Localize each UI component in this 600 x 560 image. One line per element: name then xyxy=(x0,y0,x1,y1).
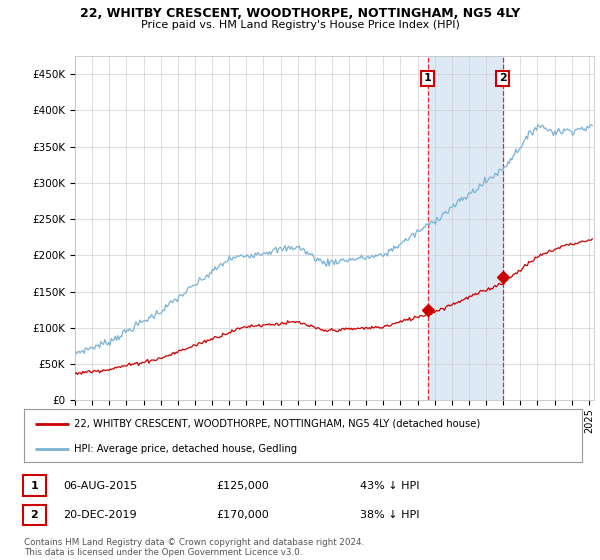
Text: 1: 1 xyxy=(424,73,431,83)
Text: 38% ↓ HPI: 38% ↓ HPI xyxy=(360,510,419,520)
Text: £170,000: £170,000 xyxy=(216,510,269,520)
Text: 22, WHITBY CRESCENT, WOODTHORPE, NOTTINGHAM, NG5 4LY (detached house): 22, WHITBY CRESCENT, WOODTHORPE, NOTTING… xyxy=(74,419,481,429)
Text: 20-DEC-2019: 20-DEC-2019 xyxy=(63,510,137,520)
Text: Price paid vs. HM Land Registry's House Price Index (HPI): Price paid vs. HM Land Registry's House … xyxy=(140,20,460,30)
Bar xyxy=(428,56,503,400)
Text: 06-AUG-2015: 06-AUG-2015 xyxy=(63,480,137,491)
Text: 2: 2 xyxy=(499,73,506,83)
Text: 2: 2 xyxy=(31,510,38,520)
Text: HPI: Average price, detached house, Gedling: HPI: Average price, detached house, Gedl… xyxy=(74,444,298,454)
Text: 22, WHITBY CRESCENT, WOODTHORPE, NOTTINGHAM, NG5 4LY: 22, WHITBY CRESCENT, WOODTHORPE, NOTTING… xyxy=(80,7,520,20)
Text: £125,000: £125,000 xyxy=(216,480,269,491)
Text: Contains HM Land Registry data © Crown copyright and database right 2024.
This d: Contains HM Land Registry data © Crown c… xyxy=(24,538,364,557)
Text: 1: 1 xyxy=(31,480,38,491)
Text: 43% ↓ HPI: 43% ↓ HPI xyxy=(360,480,419,491)
